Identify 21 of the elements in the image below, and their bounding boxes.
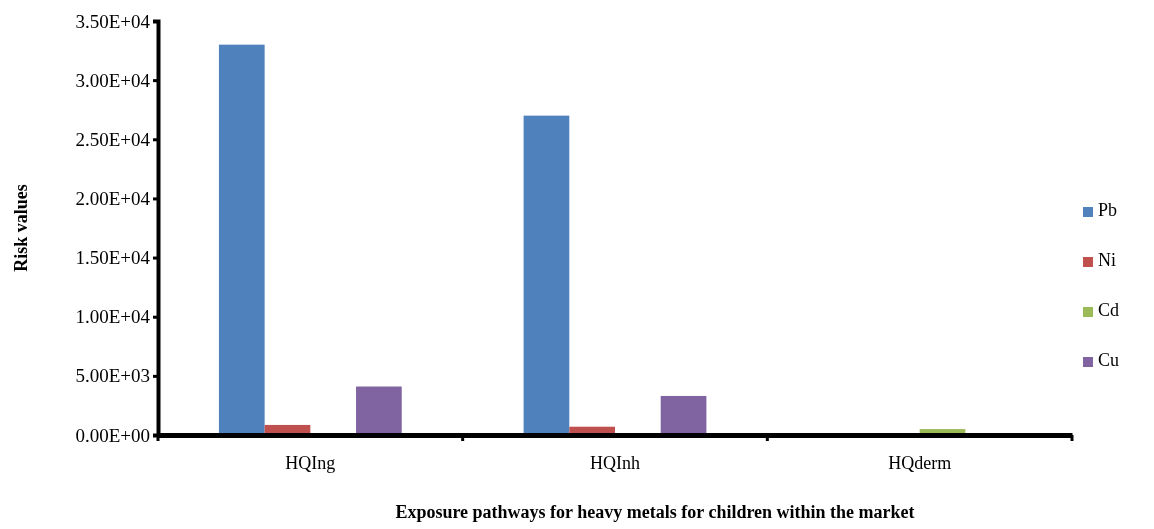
legend-label: Cu	[1098, 350, 1120, 370]
y-axis-title: Risk values	[11, 184, 31, 272]
y-tick-label: 3.50E+04	[75, 10, 151, 32]
y-tick-label: 1.00E+04	[75, 306, 151, 328]
x-axis-title: Exposure pathways for heavy metals for children within the market	[395, 502, 915, 522]
bar	[218, 44, 265, 435]
bar	[523, 115, 570, 435]
x-tick-label: HQderm	[888, 452, 952, 473]
legend-label: Pb	[1098, 200, 1118, 220]
bar	[356, 386, 402, 435]
y-tick-label: 2.00E+04	[75, 188, 151, 210]
bar	[660, 395, 707, 435]
y-tick-label: 0.00E+00	[75, 424, 150, 446]
x-tick-label: HQInh	[590, 452, 640, 473]
y-tick-label: 1.50E+04	[75, 247, 151, 269]
y-tick-label: 3.00E+04	[75, 69, 151, 91]
legend-label: Cd	[1098, 300, 1120, 320]
y-tick-label: 5.00E+03	[75, 365, 150, 387]
y-tick-label: 2.50E+04	[75, 128, 151, 150]
legend-label: Ni	[1098, 250, 1116, 270]
x-tick-label: HQIng	[285, 452, 336, 473]
